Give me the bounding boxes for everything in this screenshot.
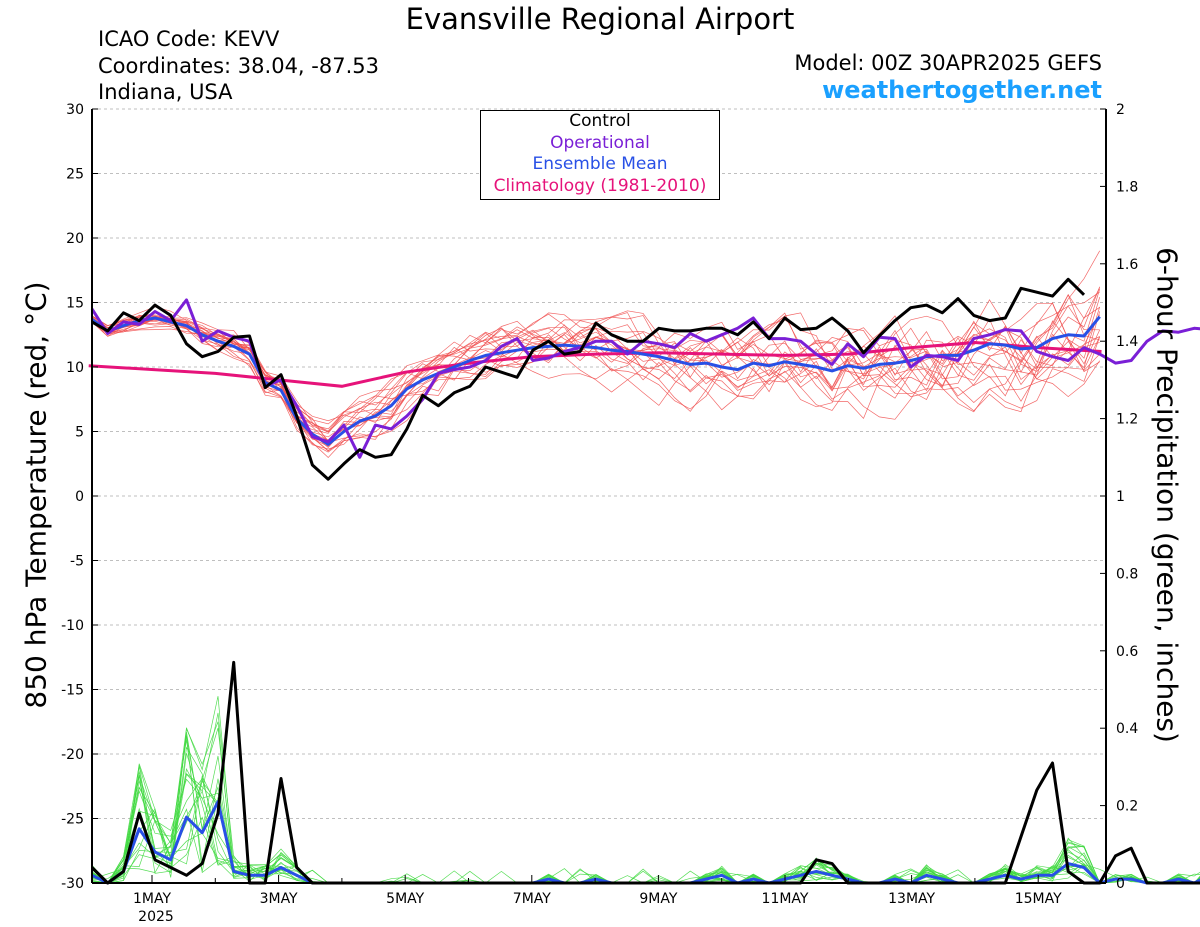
precip-member-line <box>91 739 1200 884</box>
precip-member-line <box>91 777 1200 884</box>
temp-member-line <box>91 250 1101 453</box>
precip-member-line <box>91 774 1200 884</box>
y-right-tick-label: 0 <box>1116 876 1125 892</box>
precip-member-line <box>91 696 1200 884</box>
y-left-tick-label: -10 <box>61 618 84 634</box>
y-left-tick-label: -25 <box>61 812 84 828</box>
x-tick-label: 9MAY <box>639 891 677 907</box>
temp-member-line <box>91 312 1100 458</box>
page-title: Evansville Regional Airport <box>405 2 795 36</box>
y-right-tick-label: 0.6 <box>1116 644 1138 660</box>
climatology-line <box>88 340 1102 388</box>
main-series <box>88 277 1200 885</box>
y-left-tick-label: 25 <box>66 167 84 183</box>
y-left-tick-label: 0 <box>75 489 84 505</box>
icao-code: ICAO Code: KEVV <box>98 27 280 51</box>
gridlines <box>92 108 1106 884</box>
temp-member-line <box>91 299 1100 433</box>
x-tick-label: 11MAY <box>762 891 809 907</box>
x-tick-label: 13MAY <box>888 891 935 907</box>
x-tick-label: 15MAY <box>1015 891 1062 907</box>
precip-member-line <box>91 775 1200 884</box>
x-tick-sublabel: 2025 <box>138 909 174 925</box>
precip-member-line <box>91 773 1200 884</box>
coordinates: Coordinates: 38.04, -87.53 <box>98 54 379 78</box>
temp-member-line <box>91 293 1100 450</box>
y-axis-left-label: 850 hPa Temperature (red, °C) <box>19 281 53 709</box>
precip-member-line <box>91 735 1200 884</box>
temp-member-line <box>91 287 1101 438</box>
y-right-tick-label: 1 <box>1116 489 1125 505</box>
legend-operational: Operational <box>550 132 650 153</box>
y-right-tick-label: 1.4 <box>1116 334 1138 350</box>
precip-member-line <box>91 772 1200 884</box>
y-left-tick-label: 10 <box>66 360 84 376</box>
y-right-tick-label: 1.6 <box>1116 257 1138 273</box>
y-left-tick-label: 5 <box>75 425 84 441</box>
control-temp-line <box>91 277 1086 481</box>
x-tick-label: 7MAY <box>513 891 551 907</box>
model-run: Model: 00Z 30APR2025 GEFS <box>794 51 1102 75</box>
y-left-tick-label: -15 <box>61 683 84 699</box>
precip-member-line <box>91 735 1200 884</box>
control-precip-line <box>90 660 1200 885</box>
legend: Control Operational Ensemble Mean Climat… <box>480 110 720 200</box>
y-left-tick-label: -20 <box>61 747 84 763</box>
legend-ensemble-mean: Ensemble Mean <box>532 154 668 174</box>
y-right-tick-label: 0.4 <box>1116 721 1138 737</box>
y-right-tick-label: 2 <box>1116 102 1125 118</box>
axes: 302520151050-5-10-15-20-25-3021.81.61.41… <box>61 102 1138 925</box>
precip-member-line <box>91 765 1200 884</box>
x-tick-label: 1MAY <box>133 891 171 907</box>
x-tick-label: 5MAY <box>386 891 424 907</box>
precip-member-line <box>91 732 1200 884</box>
region: Indiana, USA <box>98 80 233 104</box>
temp-member-line <box>91 288 1101 430</box>
y-left-tick-label: -5 <box>70 554 84 570</box>
x-tick-label: 3MAY <box>260 891 298 907</box>
temp-member-line <box>91 317 1101 448</box>
y-left-tick-label: 15 <box>66 296 84 312</box>
temp-member-line <box>91 307 1100 443</box>
y-left-tick-label: -30 <box>61 876 84 892</box>
y-right-tick-label: 0.8 <box>1116 566 1138 582</box>
precip-member-line <box>91 727 1200 884</box>
precip-member-line <box>91 746 1200 884</box>
y-right-tick-label: 1.2 <box>1116 412 1138 428</box>
legend-control: Control <box>569 111 631 131</box>
y-right-tick-label: 1.8 <box>1116 179 1138 195</box>
y-axis-right-label: 6-hour Precipitation (green, inches) <box>1150 247 1184 743</box>
website-link[interactable]: weathertogether.net <box>822 76 1102 104</box>
legend-climatology: Climatology (1981-2010) <box>493 175 707 196</box>
y-left-tick-label: 30 <box>66 102 84 118</box>
y-right-tick-label: 0.2 <box>1116 799 1138 815</box>
y-left-tick-label: 20 <box>66 231 84 247</box>
